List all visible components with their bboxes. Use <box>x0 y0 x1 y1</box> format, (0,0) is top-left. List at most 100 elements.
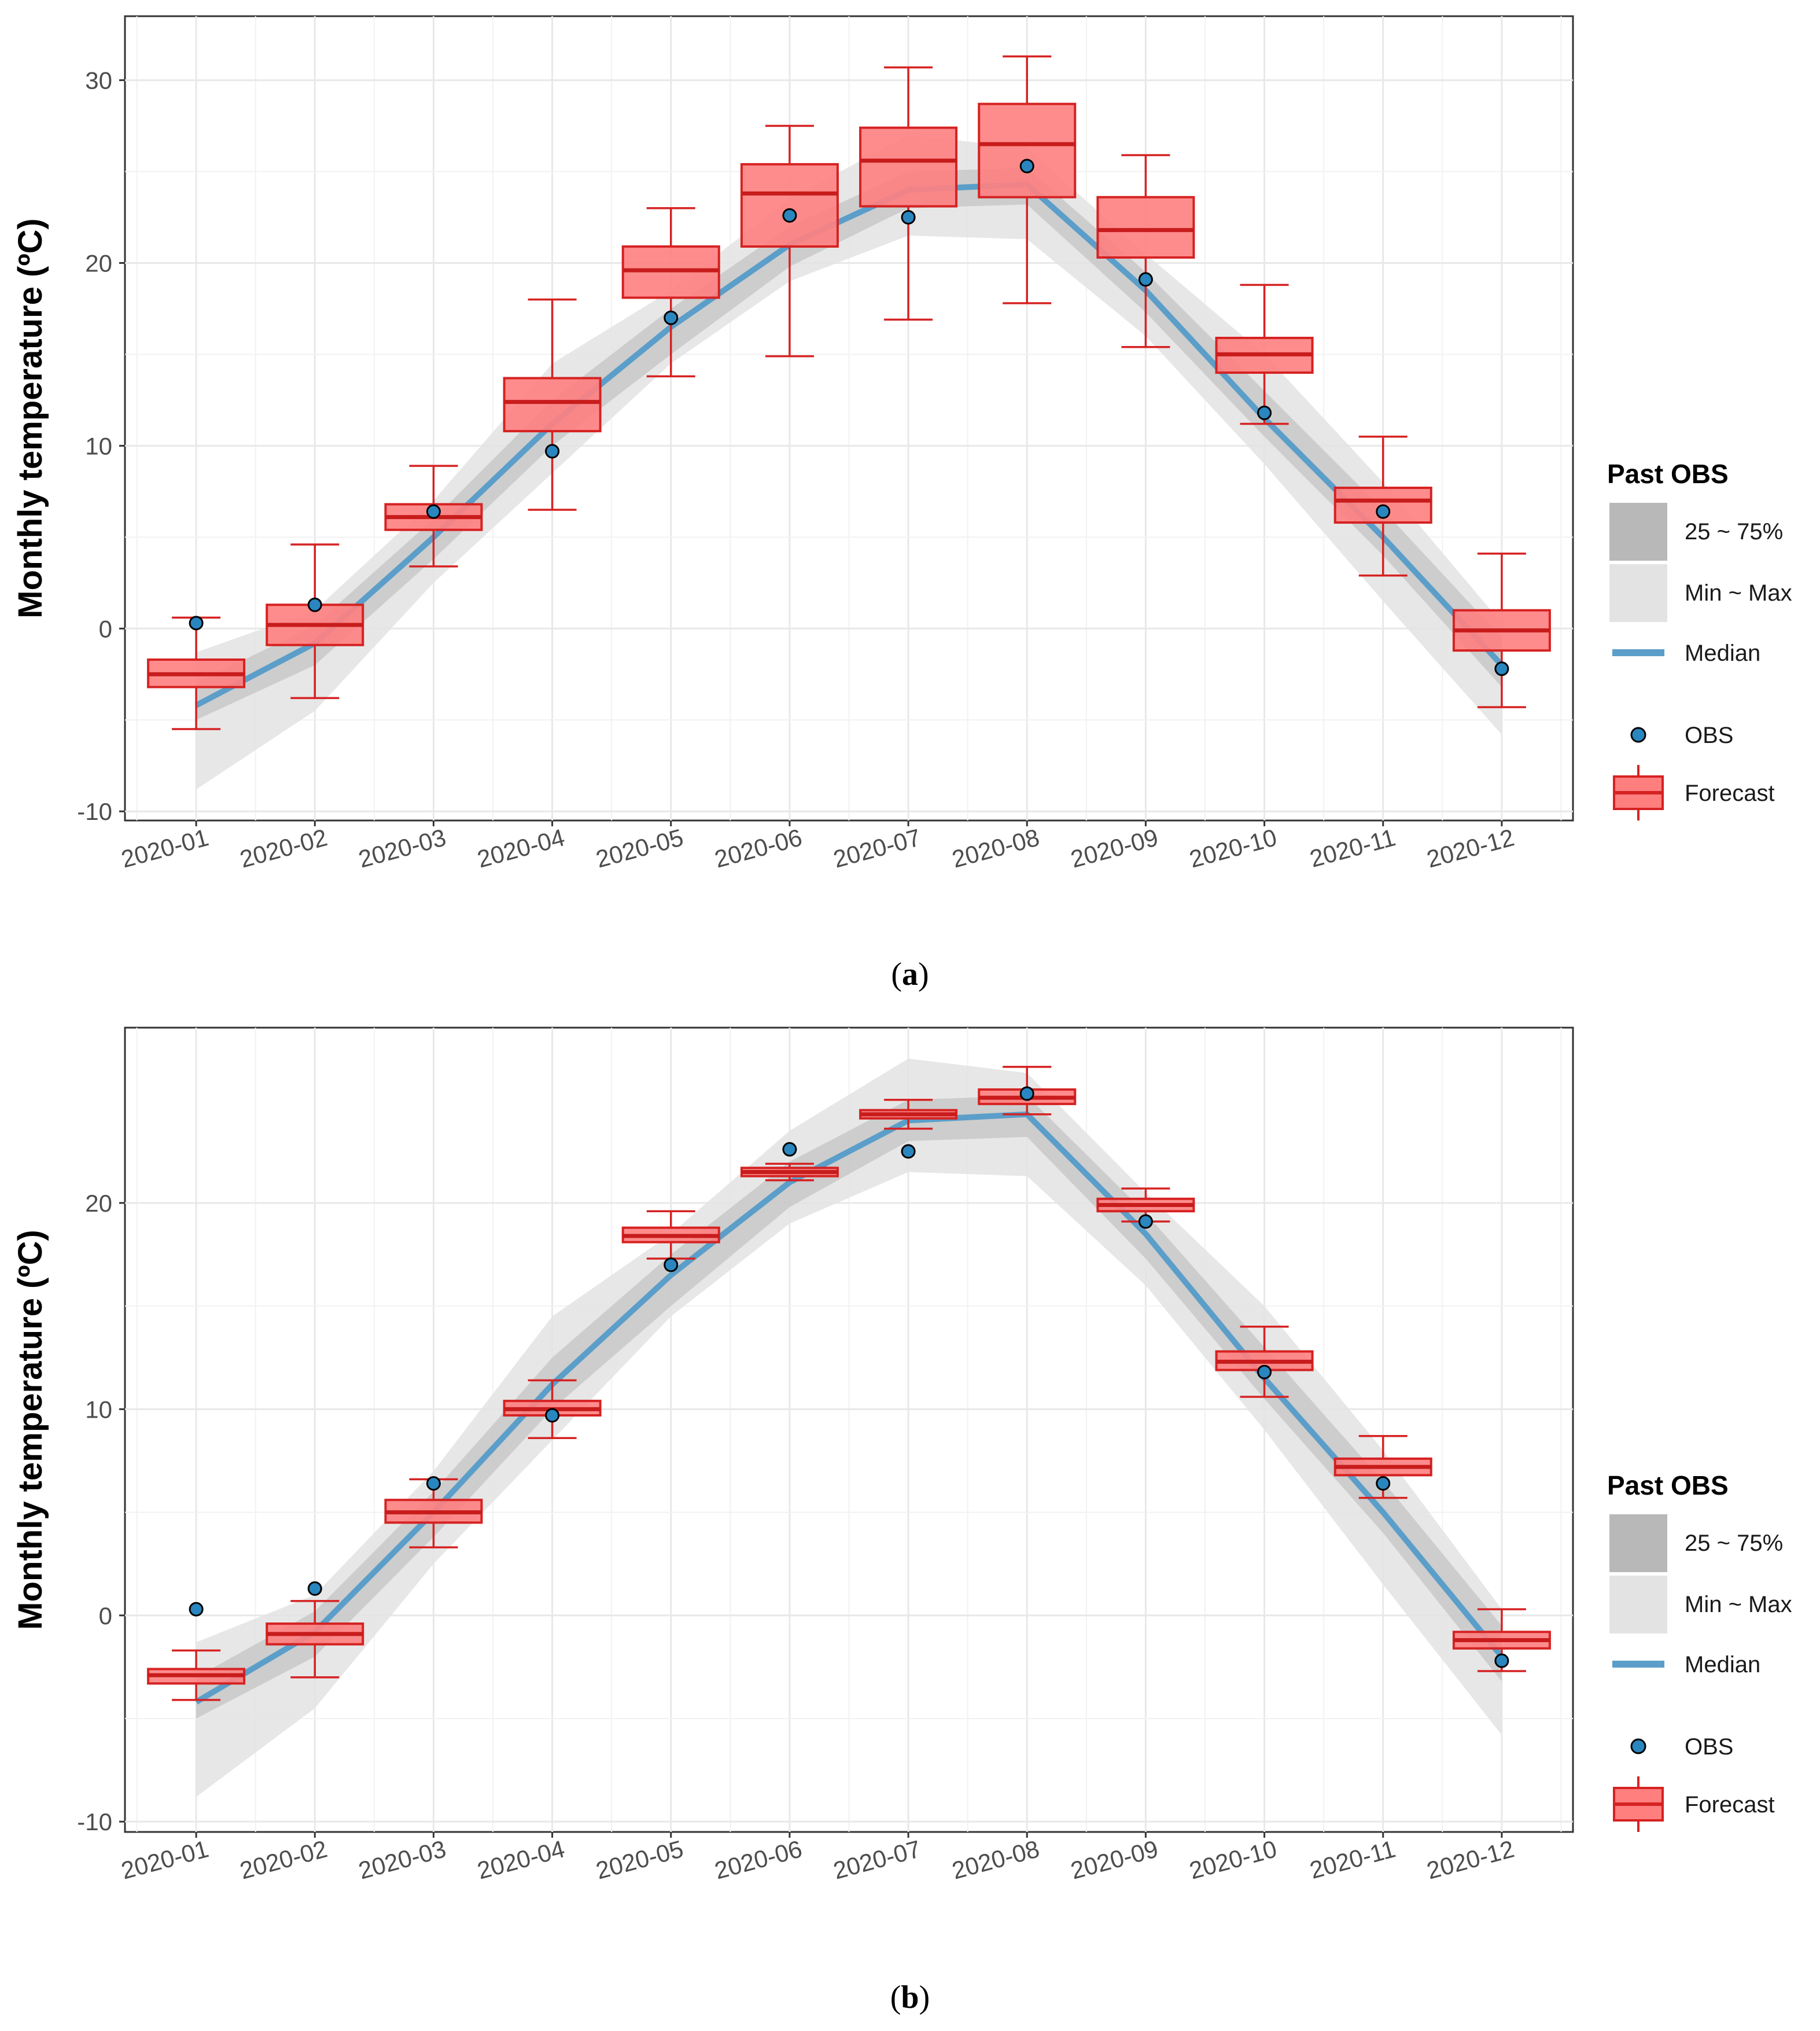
obs-point-2020-06 <box>782 208 797 223</box>
x-tick-label: 2020-02 <box>237 823 330 873</box>
obs-point-2020-10 <box>1257 406 1272 421</box>
forecast-box-2020-11 <box>1333 1434 1432 1499</box>
past-obs-bands-a <box>194 135 1504 790</box>
legend-label-forecast-a: Forecast <box>1685 781 1775 806</box>
x-tick-label: 2020-07 <box>830 823 923 873</box>
forecast-box-2020-04 <box>503 298 602 511</box>
obs-point-2020-07 <box>901 210 916 225</box>
obs-point-2020-01 <box>189 1602 204 1617</box>
obs-point-2020-01 <box>189 616 204 631</box>
x-tick-label: 2020-08 <box>949 823 1042 873</box>
x-tick-label: 2020-09 <box>1068 1835 1161 1884</box>
forecast-box-2020-01 <box>147 1649 246 1701</box>
past-obs-min-max-band <box>196 1058 1502 1797</box>
y-tick-label: 20 <box>85 1190 112 1217</box>
x-tick-label: 2020-12 <box>1424 823 1517 873</box>
forecast-box-2020-09 <box>1096 1187 1195 1223</box>
obs-point-2020-02 <box>307 597 322 612</box>
obs-points-b <box>189 1086 1509 1668</box>
obs-point-2020-06 <box>782 1142 797 1157</box>
forecast-box-2020-06 <box>740 1162 839 1182</box>
x-tick-label: 2020-01 <box>118 1835 211 1884</box>
y-tick-label: 10 <box>85 1396 112 1423</box>
box-iqr <box>859 126 958 208</box>
legend-label-range-a: Min ~ Max <box>1685 580 1792 606</box>
x-tick-label: 2020-02 <box>237 1835 330 1884</box>
y-axis-ticks-a: -10 0 10 20 30 <box>77 67 125 825</box>
legend-key-range-b <box>1609 1576 1667 1633</box>
forecast-box-2020-01 <box>147 616 246 730</box>
forecast-box-2020-02 <box>266 1600 364 1679</box>
x-tick-label: 2020-07 <box>830 1835 923 1884</box>
legend-label-obs-a: OBS <box>1685 723 1733 748</box>
past-obs-median-line <box>194 1111 1504 1705</box>
forecast-box-2020-09 <box>1096 154 1195 348</box>
forecast-box-2020-08 <box>978 55 1077 304</box>
y-axis-title-a: Monthly temperature (ºC) <box>12 218 49 618</box>
x-axis-ticks-a: 2020-01 2020-02 2020-03 2020-04 2020-05 2020-… <box>118 821 1517 873</box>
legend-label-median-a: Median <box>1685 641 1760 666</box>
y-tick-label: 10 <box>85 432 112 459</box>
legend-label-q-a: 25 ~ 75% <box>1685 519 1783 544</box>
y-tick-label: 20 <box>85 249 112 277</box>
obs-point-2020-03 <box>426 1476 441 1491</box>
x-tick-label: 2020-06 <box>712 823 805 873</box>
box-iqr <box>1096 196 1195 259</box>
x-tick-label: 2020-01 <box>118 823 211 873</box>
x-tick-label: 2020-11 <box>1307 823 1398 872</box>
obs-point-2020-03 <box>426 504 441 519</box>
legend-key-range-a <box>1609 564 1667 622</box>
legend-label-range-b: Min ~ Max <box>1685 1592 1792 1617</box>
box-iqr <box>978 102 1077 198</box>
x-tick-label: 2020-03 <box>356 1835 449 1884</box>
legend-key-q-a <box>1609 503 1667 561</box>
obs-point-2020-08 <box>1019 1086 1034 1101</box>
obs-point-2020-02 <box>307 1581 322 1596</box>
forecast-box-2020-12 <box>1452 1608 1551 1672</box>
obs-point-2020-09 <box>1138 1214 1153 1229</box>
forecast-box-2020-07 <box>859 66 958 321</box>
x-tick-label: 2020-03 <box>356 823 449 873</box>
obs-point-2020-04 <box>545 1408 560 1423</box>
y-axis-title-b: Monthly temperature (ºC) <box>12 1230 49 1629</box>
past-obs-bands-b <box>194 1058 1504 1797</box>
x-tick-label: 2020-12 <box>1424 1835 1517 1884</box>
x-tick-label: 2020-10 <box>1187 823 1280 873</box>
obs-point-2020-12 <box>1494 661 1509 676</box>
legend-title-a: Past OBS <box>1607 459 1729 489</box>
obs-point-2020-04 <box>545 444 560 459</box>
y-tick-label: 30 <box>85 67 112 94</box>
past-obs-min-max-band <box>196 135 1502 790</box>
legend-label-median-b: Median <box>1685 1652 1760 1677</box>
legend-label-q-b: 25 ~ 75% <box>1685 1530 1783 1556</box>
x-tick-label: 2020-04 <box>474 823 568 873</box>
forecast-box-2020-05 <box>621 1210 720 1260</box>
obs-point-2020-10 <box>1257 1364 1272 1379</box>
legend-b: Past OBS 25 ~ 75% Min ~ Max Median OBS F… <box>1607 1470 1792 1832</box>
y-tick-label: -10 <box>77 798 112 825</box>
x-axis-ticks-b: 2020-01 2020-02 2020-03 2020-04 2020-05 2020-… <box>118 1832 1517 1885</box>
legend-label-obs-b: OBS <box>1685 1734 1733 1760</box>
obs-point-2020-12 <box>1494 1653 1509 1668</box>
x-tick-label: 2020-08 <box>949 1835 1042 1884</box>
gridlines-b <box>125 1028 1573 1832</box>
forecast-box-2020-03 <box>384 1478 483 1548</box>
y-tick-label: -10 <box>77 1808 112 1835</box>
legend-key-obs-a <box>1630 727 1646 743</box>
x-tick-label: 2020-04 <box>474 1835 568 1884</box>
obs-point-2020-08 <box>1019 159 1034 174</box>
box-iqr <box>740 163 839 248</box>
legend-key-q-b <box>1609 1514 1667 1572</box>
x-tick-label: 2020-09 <box>1068 823 1161 873</box>
forecast-box-2020-05 <box>621 207 720 378</box>
forecast-boxes-a <box>147 55 1551 730</box>
box-iqr <box>503 377 602 433</box>
y-axis-ticks-b: -10 0 10 20 <box>77 1190 125 1835</box>
legend-label-forecast-b: Forecast <box>1685 1792 1775 1817</box>
past-obs-iqr-band <box>196 168 1502 720</box>
obs-point-2020-11 <box>1376 504 1391 519</box>
obs-point-2020-05 <box>664 310 679 325</box>
obs-point-2020-11 <box>1376 1476 1391 1491</box>
